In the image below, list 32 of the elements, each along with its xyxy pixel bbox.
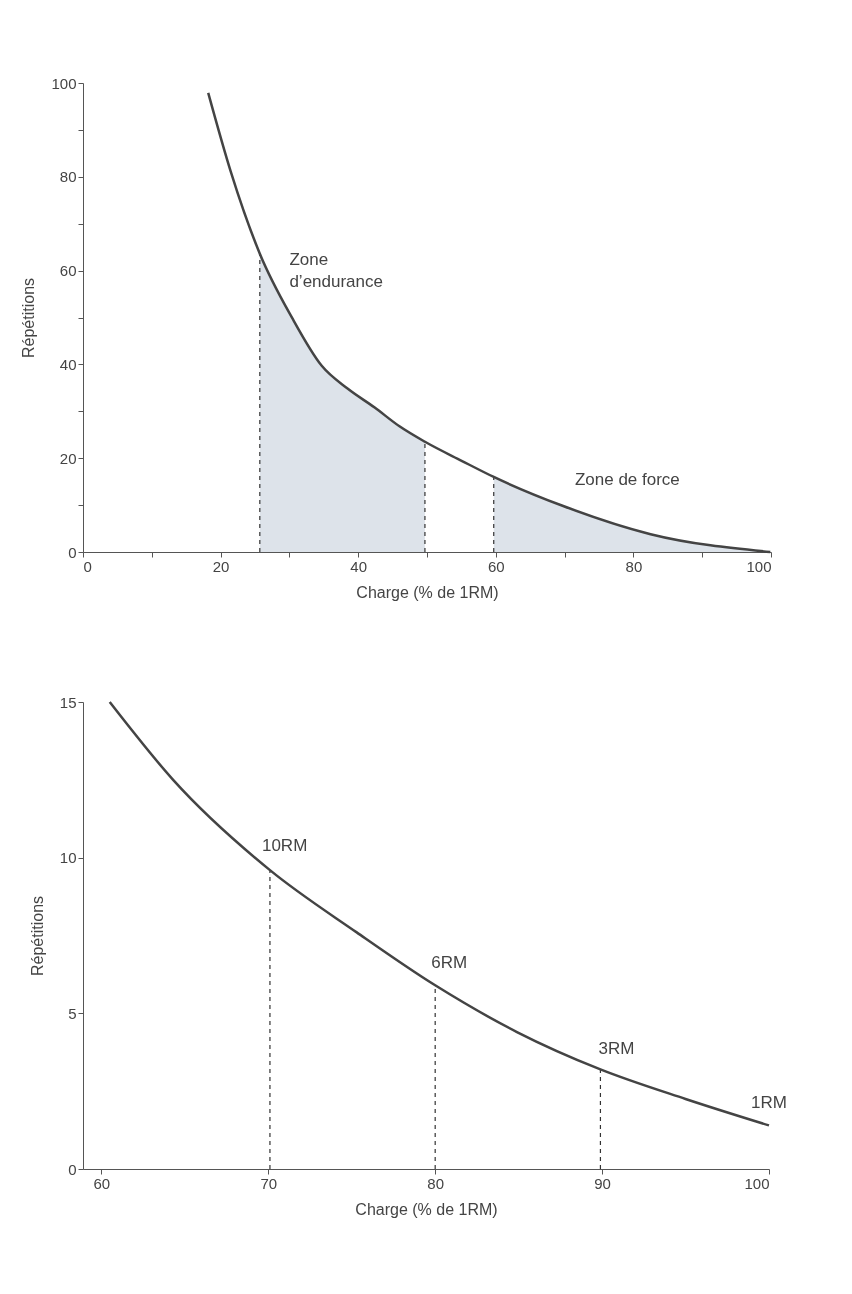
x-axis-title: Charge (% de 1RM) bbox=[356, 583, 499, 601]
annotation: 10RM bbox=[261, 836, 308, 856]
y-tick-label: 0 bbox=[68, 543, 77, 561]
y-tick-label: 10 bbox=[59, 849, 77, 867]
annotation: 3RM bbox=[598, 1039, 635, 1059]
x-tick-label: 70 bbox=[260, 1174, 278, 1192]
x-tick-label: 60 bbox=[93, 1174, 111, 1192]
x-tick-label: 20 bbox=[212, 557, 230, 575]
y-tick-label: 5 bbox=[68, 1004, 77, 1022]
annotation: Zone d’endurance bbox=[289, 249, 383, 291]
x-tick-label: 80 bbox=[427, 1174, 445, 1192]
annotation: 1RM bbox=[751, 1093, 787, 1113]
x-tick-label: 0 bbox=[83, 557, 92, 575]
x-axis-title: Charge (% de 1RM) bbox=[355, 1200, 498, 1218]
x-tick-label: 100 bbox=[744, 1174, 770, 1192]
y-tick-label: 60 bbox=[59, 262, 77, 280]
y-axis-title: Répétitions bbox=[20, 277, 38, 359]
y-tick-label: 20 bbox=[59, 449, 77, 467]
y-tick-label: 80 bbox=[59, 168, 77, 186]
x-tick-label: 90 bbox=[594, 1174, 611, 1192]
y-tick-label: 40 bbox=[59, 355, 77, 373]
x-tick-label: 60 bbox=[487, 557, 505, 575]
annotation: 6RM bbox=[431, 953, 468, 973]
y-tick-label: 100 bbox=[51, 74, 77, 92]
annotation: Zone de force bbox=[574, 470, 680, 490]
y-tick-label: 0 bbox=[68, 1160, 77, 1178]
x-tick-label: 40 bbox=[350, 557, 368, 575]
x-tick-label: 100 bbox=[746, 557, 772, 575]
y-tick-label: 15 bbox=[59, 693, 77, 711]
y-axis-title: Répétitions bbox=[28, 895, 46, 977]
line-series bbox=[206, 91, 772, 554]
x-tick-label: 80 bbox=[625, 557, 643, 575]
